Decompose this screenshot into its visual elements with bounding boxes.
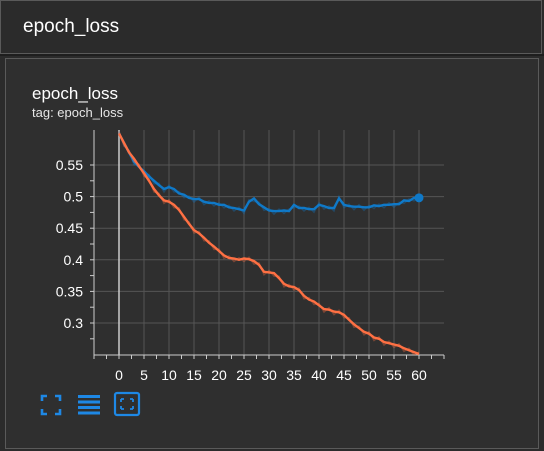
x-tick-label: 60	[411, 367, 427, 383]
x-tick-label: 55	[386, 367, 402, 383]
x-tick-label: 45	[336, 367, 352, 383]
x-tick-label: 25	[236, 367, 252, 383]
x-tick-label: 5	[140, 367, 148, 383]
toggle-log-button[interactable]	[75, 391, 103, 419]
x-tick-label: 35	[286, 367, 302, 383]
header-divider	[0, 54, 544, 56]
x-tick-label: 15	[186, 367, 202, 383]
x-tick-label: 20	[211, 367, 227, 383]
series-line	[117, 132, 419, 213]
x-tick-label: 30	[261, 367, 277, 383]
y-tick-label: 0.3	[64, 315, 84, 331]
series-line	[117, 132, 420, 355]
series-raw-line	[118, 131, 420, 355]
series-raw-line	[118, 131, 420, 216]
y-tick-label: 0.5	[64, 189, 84, 205]
fit-domain-icon	[113, 391, 141, 417]
chart-toolbar	[37, 391, 151, 419]
y-tick-label: 0.35	[56, 283, 83, 299]
fullscreen-icon	[40, 394, 62, 416]
x-tick-label: 40	[311, 367, 327, 383]
x-tick-label: 50	[361, 367, 377, 383]
y-tick-label: 0.45	[56, 220, 83, 236]
fullscreen-button[interactable]	[37, 391, 65, 419]
x-tick-label: 0	[115, 367, 123, 383]
panel-title: epoch_loss	[23, 16, 120, 37]
chart-title: epoch_loss	[32, 84, 119, 103]
x-tick-label: 10	[161, 367, 177, 383]
panel-header: epoch_loss	[0, 0, 542, 54]
y-tick-label: 0.4	[64, 252, 84, 268]
y-tick-label: 0.55	[56, 157, 83, 173]
chart-tag: tag: epoch_loss	[32, 105, 124, 120]
list-icon	[78, 395, 100, 415]
series-end-point	[414, 193, 424, 203]
fit-domain-button[interactable]	[113, 391, 141, 419]
